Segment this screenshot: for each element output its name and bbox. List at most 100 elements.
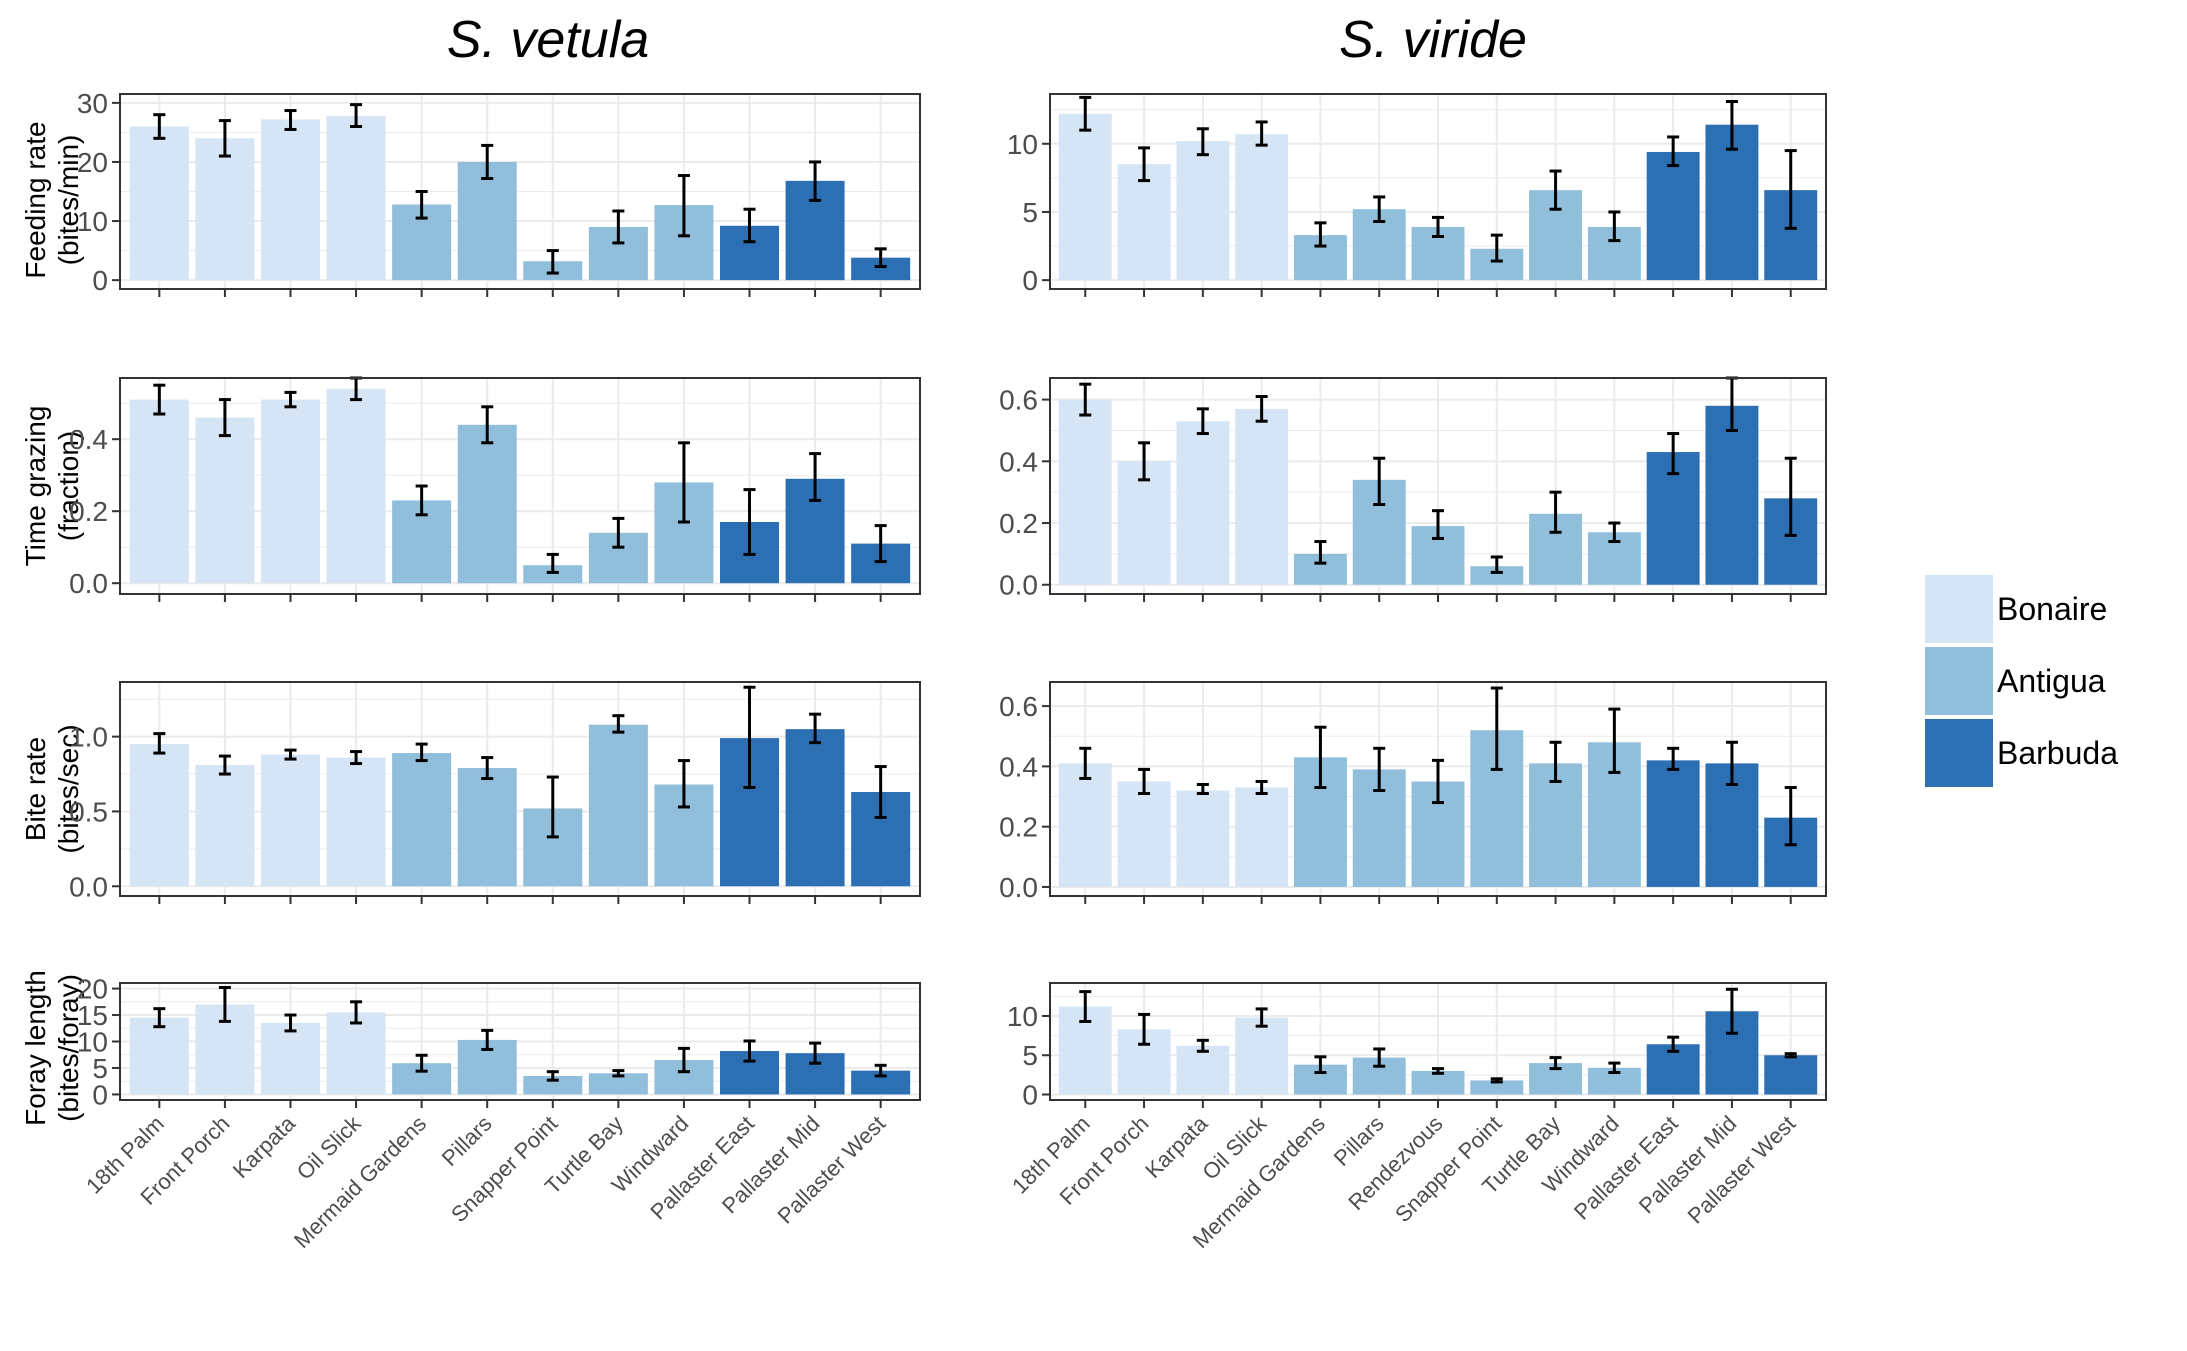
error-bar bbox=[1314, 540, 1327, 565]
error-bar bbox=[153, 383, 166, 416]
y-tick-label: 10 bbox=[77, 206, 108, 237]
error-bar bbox=[218, 986, 231, 1023]
y-axis-title-line-1: Time grazing bbox=[20, 406, 51, 567]
error-bar bbox=[546, 1070, 559, 1082]
bar bbox=[1176, 790, 1230, 887]
y-axis-title-line-2: (fraction) bbox=[53, 431, 84, 541]
bar bbox=[1646, 151, 1700, 281]
y-tick-label: 1.0 bbox=[69, 722, 108, 753]
bar bbox=[195, 765, 255, 887]
bar bbox=[260, 119, 320, 281]
y-tick-label: 0.4 bbox=[999, 446, 1038, 477]
error-bar bbox=[1490, 1077, 1503, 1084]
error-bar bbox=[1608, 1061, 1621, 1075]
y-tick-label: 10 bbox=[77, 1027, 108, 1058]
bar bbox=[260, 754, 320, 887]
y-tick-label: 20 bbox=[77, 147, 108, 178]
error-bar bbox=[743, 488, 756, 556]
error-bar bbox=[1255, 395, 1268, 423]
error-bar bbox=[1432, 1067, 1444, 1075]
error-bar bbox=[1314, 221, 1327, 248]
y-axis-title-line-2: (bites/sec) bbox=[53, 724, 84, 853]
error-bar bbox=[153, 732, 166, 755]
error-bar bbox=[1255, 120, 1268, 147]
error-bar bbox=[677, 1046, 690, 1074]
error-bar bbox=[612, 209, 625, 245]
error-bar bbox=[1667, 432, 1680, 476]
error-bar bbox=[1314, 725, 1327, 789]
error-bar bbox=[481, 143, 494, 180]
bar bbox=[195, 417, 255, 584]
error-bar bbox=[1138, 767, 1151, 796]
y-axis-title-line-1: Feeding rate bbox=[20, 121, 51, 278]
bar bbox=[1176, 421, 1230, 585]
error-bar bbox=[874, 1063, 887, 1078]
panel-col1-row1: 0 10 20 30 bbox=[77, 88, 921, 297]
error-bar bbox=[1549, 1056, 1562, 1071]
bar bbox=[1529, 763, 1583, 887]
error-bar bbox=[1725, 740, 1738, 786]
error-bar bbox=[1490, 686, 1503, 771]
error-bar bbox=[1667, 1035, 1680, 1053]
y-tick-label: 5 bbox=[92, 1053, 108, 1084]
bar bbox=[588, 724, 648, 887]
error-bar bbox=[284, 109, 297, 131]
y-tick-label: 0.0 bbox=[999, 872, 1038, 903]
bar bbox=[129, 399, 189, 584]
error-bar bbox=[1549, 490, 1562, 534]
error-bar bbox=[1373, 456, 1386, 507]
error-bar bbox=[1784, 785, 1797, 847]
error-bar bbox=[677, 441, 690, 524]
y-tick-label: 0.0 bbox=[69, 871, 108, 902]
y-tick-label: 0 bbox=[1022, 265, 1038, 296]
error-bar bbox=[350, 750, 363, 766]
y-axis-title-row-4: Foray length (bites/foray) bbox=[20, 970, 84, 1126]
bar bbox=[326, 757, 386, 887]
bar bbox=[1235, 1017, 1289, 1095]
column-title-left: S. vetula bbox=[447, 11, 649, 69]
error-bar bbox=[1549, 740, 1562, 783]
error-bar bbox=[481, 1028, 494, 1051]
y-tick-label: 10 bbox=[1007, 1001, 1038, 1032]
bar bbox=[588, 1073, 648, 1095]
y-axis-title-row-1: Feeding rate (bites/min) bbox=[20, 121, 84, 278]
bar bbox=[1117, 781, 1171, 887]
column-title-right: S. viride bbox=[1339, 11, 1527, 69]
error-bar bbox=[481, 756, 494, 781]
error-bar bbox=[809, 452, 822, 502]
error-bar bbox=[415, 484, 428, 517]
error-bar bbox=[153, 1007, 166, 1029]
error-bar bbox=[1784, 1052, 1797, 1059]
bar bbox=[129, 1017, 189, 1095]
error-bar bbox=[874, 524, 887, 564]
error-bar bbox=[1725, 987, 1738, 1035]
error-bar bbox=[1373, 195, 1386, 223]
y-tick-label: 0.0 bbox=[69, 568, 108, 599]
error-bar bbox=[1432, 509, 1444, 540]
error-bar bbox=[1667, 746, 1680, 771]
bar bbox=[1235, 408, 1289, 585]
bar bbox=[1235, 134, 1289, 281]
error-bar bbox=[1196, 782, 1209, 796]
error-bar bbox=[284, 1013, 297, 1033]
error-bar bbox=[677, 174, 690, 238]
y-axis-title-line-2: (bites/min) bbox=[53, 135, 84, 266]
error-bar bbox=[1255, 779, 1268, 796]
error-bar bbox=[218, 754, 231, 776]
y-tick-label: 0.6 bbox=[999, 385, 1038, 416]
y-tick-label: 10 bbox=[1007, 129, 1038, 160]
bar bbox=[326, 1012, 386, 1095]
y-tick-label: 0.0 bbox=[999, 570, 1038, 601]
error-bar bbox=[1784, 456, 1797, 537]
y-tick-label: 0 bbox=[92, 265, 108, 296]
panel-col2-row4: 0 5 10 bbox=[1007, 982, 1827, 1111]
error-bar bbox=[1196, 127, 1209, 157]
bar bbox=[1058, 763, 1112, 887]
error-bar bbox=[677, 759, 690, 809]
panel-col1-row2: 0.0 0.2 0.4 bbox=[69, 376, 921, 602]
y-axis-title-line-1: Foray length bbox=[20, 970, 51, 1126]
x-category-label: Karpata bbox=[228, 1110, 301, 1183]
y-tick-label: 0.6 bbox=[999, 691, 1038, 722]
